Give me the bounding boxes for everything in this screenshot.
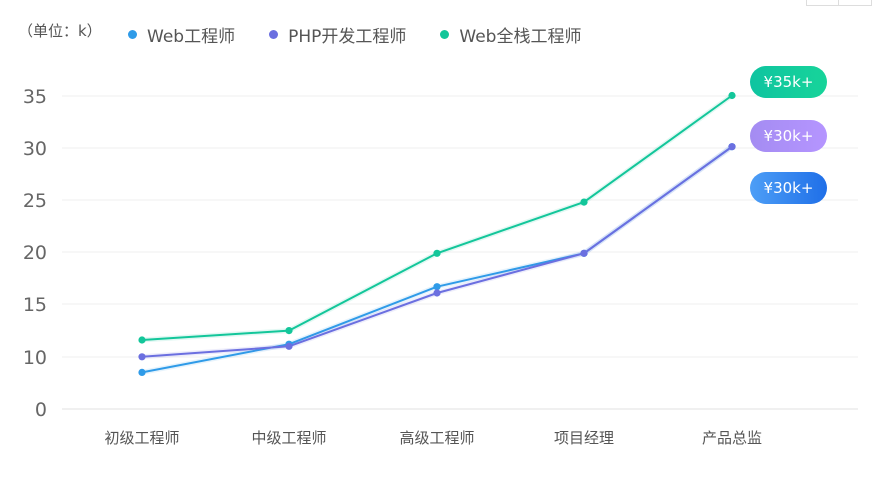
data-point bbox=[285, 327, 293, 335]
badge-web: ¥30k+ bbox=[750, 172, 827, 204]
legend-dot-fullstack bbox=[440, 30, 450, 39]
x-tick-label: 中级工程师 bbox=[251, 429, 326, 447]
data-point bbox=[728, 143, 736, 151]
data-point bbox=[138, 353, 146, 361]
legend-dot-php bbox=[269, 30, 279, 39]
x-tick-label: 项目经理 bbox=[554, 429, 614, 447]
data-point bbox=[728, 91, 736, 100]
series-line bbox=[141, 94, 733, 341]
legend-item-fullstack[interactable]: Web全栈工程师 bbox=[440, 22, 581, 47]
legend-item-web[interactable]: Web工程师 bbox=[128, 22, 235, 47]
legend-item-php[interactable]: PHP开发工程师 bbox=[269, 22, 406, 47]
legend-label-php: PHP开发工程师 bbox=[288, 27, 407, 47]
y-tick-label: 10 bbox=[23, 347, 47, 369]
badge-fullstack: ¥35k+ bbox=[750, 66, 827, 98]
series-glow bbox=[141, 93, 734, 343]
y-tick-label: 30 bbox=[23, 138, 47, 160]
badge-php: ¥30k+ bbox=[750, 120, 827, 152]
legend-label-fullstack: Web全栈工程师 bbox=[459, 27, 582, 47]
y-tick-label: 25 bbox=[23, 190, 47, 212]
unit-label: （单位：k） bbox=[18, 22, 102, 40]
legend-dot-web bbox=[128, 30, 137, 39]
y-tick-label: 20 bbox=[23, 242, 47, 264]
x-tick-label: 初级工程师 bbox=[104, 429, 179, 447]
data-point bbox=[138, 336, 146, 344]
legend-label-web: Web工程师 bbox=[147, 27, 236, 47]
series-glow bbox=[141, 144, 734, 375]
data-point bbox=[580, 198, 588, 206]
data-point bbox=[433, 289, 441, 297]
data-point bbox=[580, 249, 588, 257]
x-tick-label: 产品总监 bbox=[702, 429, 762, 447]
data-point bbox=[433, 249, 441, 257]
y-tick-label: 35 bbox=[23, 86, 47, 108]
y-tick-label: 0 bbox=[35, 399, 47, 421]
series-line bbox=[141, 145, 733, 374]
data-point bbox=[138, 368, 146, 376]
data-point bbox=[433, 283, 441, 291]
y-tick-label: 15 bbox=[23, 294, 47, 316]
x-tick-label: 高级工程师 bbox=[399, 429, 474, 447]
chart-legend: Web工程师 PHP开发工程师 Web全栈工程师 bbox=[128, 22, 581, 47]
data-point bbox=[285, 342, 293, 350]
